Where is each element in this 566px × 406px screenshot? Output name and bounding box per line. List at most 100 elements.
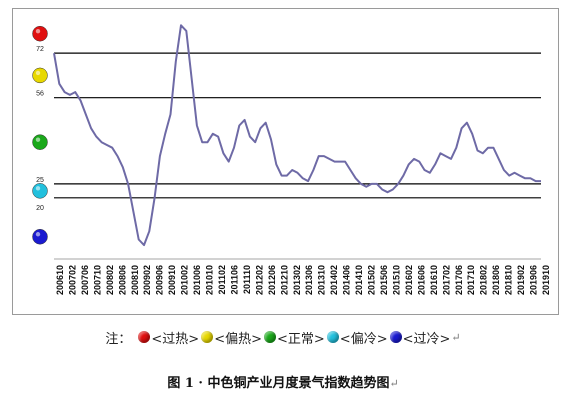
x-tick-label: 201706 bbox=[454, 265, 464, 295]
figure-caption: 图 1 · 中色铜产业月度景气指数趋势图↵ bbox=[0, 372, 566, 391]
data-point-88 bbox=[519, 175, 521, 177]
x-tick-label: 201002 bbox=[180, 265, 190, 295]
index-series-line bbox=[53, 24, 541, 247]
data-point-23 bbox=[175, 61, 177, 63]
x-tick-label: 201910 bbox=[541, 265, 551, 295]
data-point-6 bbox=[85, 113, 87, 115]
legend-label-overcool: <过冷> bbox=[402, 331, 451, 347]
x-tick-label: 200610 bbox=[55, 265, 65, 295]
data-point-17 bbox=[143, 244, 145, 246]
data-point-9 bbox=[101, 141, 103, 143]
zone-blue-ball-icon bbox=[32, 228, 48, 245]
data-point-41 bbox=[270, 138, 272, 140]
x-tick-label: 201806 bbox=[491, 265, 501, 295]
legend-item-cool: <偏冷> bbox=[326, 328, 388, 347]
data-point-22 bbox=[169, 113, 171, 115]
data-point-78 bbox=[466, 122, 468, 124]
data-point-71 bbox=[429, 172, 431, 174]
x-tick-label: 200702 bbox=[67, 265, 77, 295]
data-point-57 bbox=[355, 177, 357, 179]
x-tick-label: 200810 bbox=[130, 265, 140, 295]
data-point-0 bbox=[53, 52, 55, 54]
data-point-87 bbox=[514, 172, 516, 174]
data-point-58 bbox=[360, 183, 362, 185]
threshold-label-25: 25 bbox=[36, 177, 44, 184]
legend-item-warm: <偏热> bbox=[201, 328, 262, 347]
data-point-74 bbox=[445, 155, 447, 157]
data-point-15 bbox=[132, 211, 134, 213]
data-point-24 bbox=[180, 24, 182, 26]
data-point-51 bbox=[323, 155, 325, 157]
x-tick-label: 201906 bbox=[529, 265, 539, 295]
data-point-64 bbox=[392, 188, 394, 190]
x-tick-label: 201210 bbox=[279, 265, 289, 295]
data-point-10 bbox=[106, 144, 108, 146]
data-point-49 bbox=[312, 169, 314, 171]
data-point-86 bbox=[508, 175, 510, 177]
data-point-31 bbox=[217, 136, 219, 138]
x-tick-label: 201502 bbox=[367, 265, 377, 295]
data-point-68 bbox=[413, 158, 415, 160]
x-tick-label: 201802 bbox=[479, 265, 489, 295]
data-point-19 bbox=[154, 197, 156, 199]
data-point-45 bbox=[291, 169, 293, 171]
zone-red-ball-highlight bbox=[35, 28, 41, 34]
data-point-13 bbox=[122, 166, 124, 168]
x-tick-label: 201310 bbox=[317, 265, 327, 295]
data-point-8 bbox=[95, 136, 97, 138]
data-point-33 bbox=[228, 161, 230, 163]
data-point-46 bbox=[297, 172, 299, 174]
data-point-84 bbox=[498, 158, 500, 160]
legend-yellow-dot-icon bbox=[201, 331, 214, 343]
x-tick-label: 200902 bbox=[142, 265, 152, 295]
data-point-85 bbox=[503, 169, 505, 171]
data-point-27 bbox=[196, 124, 198, 126]
data-point-7 bbox=[90, 127, 92, 129]
data-point-39 bbox=[259, 127, 261, 129]
data-point-81 bbox=[482, 152, 484, 154]
legend-note: 注： bbox=[105, 331, 132, 347]
data-point-44 bbox=[286, 175, 288, 177]
data-point-55 bbox=[344, 161, 346, 163]
data-point-36 bbox=[244, 119, 246, 121]
data-point-92 bbox=[540, 180, 542, 182]
data-point-18 bbox=[148, 230, 150, 232]
data-point-90 bbox=[529, 177, 531, 179]
zone-cyan-ball-highlight bbox=[35, 186, 41, 191]
data-point-38 bbox=[254, 141, 256, 143]
data-point-67 bbox=[408, 163, 410, 165]
legend-label-warm: <偏热> bbox=[214, 331, 262, 347]
data-point-63 bbox=[386, 191, 388, 193]
caption-text: 图 1 · 中色铜产业月度景气指数趋势图 bbox=[167, 376, 390, 391]
legend-item-overheat: <过热> bbox=[138, 328, 199, 347]
data-point-50 bbox=[318, 155, 320, 157]
data-point-56 bbox=[349, 169, 351, 171]
legend-item-overcool: <过冷> bbox=[389, 328, 451, 347]
data-point-65 bbox=[397, 183, 399, 185]
zone-green-ball-icon bbox=[32, 134, 48, 150]
data-point-43 bbox=[281, 175, 283, 177]
legend-item-normal: <正常> bbox=[264, 328, 325, 347]
data-point-12 bbox=[117, 155, 119, 157]
data-point-59 bbox=[365, 186, 367, 188]
x-tick-label: 200806 bbox=[117, 265, 127, 295]
x-tick-label: 201302 bbox=[292, 265, 302, 295]
data-point-29 bbox=[207, 141, 209, 143]
data-point-26 bbox=[191, 77, 193, 79]
data-point-34 bbox=[233, 147, 235, 149]
data-point-3 bbox=[69, 94, 71, 96]
data-point-20 bbox=[159, 155, 161, 157]
x-tick-label: 201402 bbox=[329, 265, 339, 295]
legend: 注： <过热> <偏热> <正常> <偏冷> <过冷> ↵ bbox=[0, 325, 566, 349]
x-tick-label: 201902 bbox=[516, 265, 526, 295]
legend-return-mark: ↵ bbox=[451, 330, 461, 344]
data-point-73 bbox=[439, 152, 441, 154]
x-tick-label: 201006 bbox=[192, 265, 202, 295]
zone-yellow-ball-icon bbox=[32, 67, 48, 84]
data-point-79 bbox=[471, 133, 473, 135]
data-point-14 bbox=[127, 183, 129, 185]
data-point-16 bbox=[138, 239, 140, 241]
data-point-61 bbox=[376, 183, 378, 185]
x-tick-label: 201710 bbox=[466, 265, 476, 295]
zone-yellow-ball-highlight bbox=[35, 70, 41, 76]
